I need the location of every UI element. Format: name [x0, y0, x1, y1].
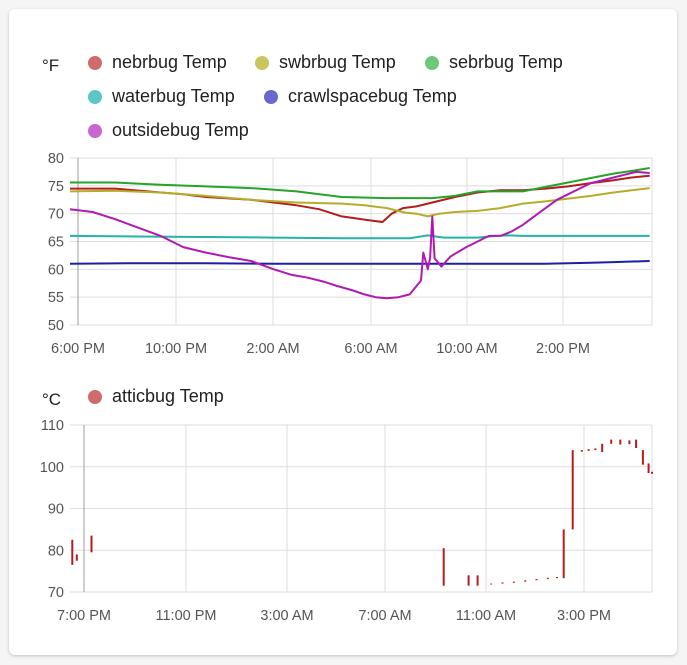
x-tick-label: 10:00 PM	[145, 341, 207, 357]
y-tick-label: 50	[48, 318, 64, 334]
series-line-swbrbug	[69, 187, 650, 218]
y-tick-label: 75	[48, 179, 64, 195]
series-line-waterbug	[69, 234, 650, 240]
legend-label-nebrbug: nebrbug Temp	[112, 52, 227, 72]
y-tick-label: 90	[48, 502, 64, 518]
legend-sebrbug[interactable]: sebrbug Temp	[425, 52, 563, 73]
y-tick-label: 80	[48, 151, 64, 167]
legend-label-swbrbug: swbrbug Temp	[279, 52, 396, 72]
series-line-outsidebug	[69, 170, 650, 300]
legend-label-outsidebug: outsidebug Temp	[112, 120, 249, 140]
legend-dot-swbrbug	[255, 55, 269, 70]
legend-swbrbug[interactable]: swbrbug Temp	[255, 52, 396, 73]
y-tick-label: 100	[40, 460, 64, 476]
legend-atticbug[interactable]: atticbug Temp	[88, 386, 224, 407]
x-tick-label: 6:00 PM	[51, 341, 105, 357]
legend-dot-waterbug	[88, 89, 102, 104]
top-chart-unit-label: °F	[42, 56, 60, 75]
x-tick-label: 3:00 AM	[260, 608, 313, 624]
x-tick-label: 7:00 PM	[57, 608, 111, 624]
y-tick-label: 80	[48, 543, 64, 559]
x-tick-label: 3:00 PM	[557, 608, 611, 624]
x-tick-label: 6:00 AM	[344, 341, 397, 357]
series-line-sebrbug	[70, 167, 650, 200]
history-card	[9, 9, 677, 655]
legend-dot-crawlspacebug	[264, 89, 278, 104]
x-tick-label: 11:00 AM	[456, 608, 516, 624]
legend-label-waterbug: waterbug Temp	[112, 86, 235, 106]
legend-outsidebug[interactable]: outsidebug Temp	[88, 120, 249, 141]
y-tick-label: 70	[48, 207, 64, 223]
bottom-chart-unit-label: °C	[42, 390, 62, 409]
y-tick-label: 110	[41, 418, 64, 434]
y-tick-label: 55	[48, 290, 64, 306]
legend-dot-atticbug	[88, 389, 102, 404]
x-tick-label: 2:00 PM	[536, 341, 590, 357]
series-line-crawlspacebug	[69, 260, 650, 265]
legend-crawlspacebug[interactable]: crawlspacebug Temp	[264, 86, 457, 107]
legend-dot-outsidebug	[88, 123, 102, 138]
y-tick-label: 60	[48, 262, 64, 278]
y-tick-label: 65	[48, 235, 64, 251]
legend-label-sebrbug: sebrbug Temp	[449, 52, 563, 72]
x-tick-label: 10:00 AM	[436, 341, 497, 357]
legend-nebrbug[interactable]: nebrbug Temp	[88, 52, 227, 73]
x-tick-label: 11:00 PM	[156, 608, 217, 624]
legend-label-atticbug: atticbug Temp	[112, 386, 224, 406]
x-tick-label: 2:00 AM	[246, 341, 299, 357]
legend-dot-sebrbug	[425, 55, 439, 70]
x-tick-label: 7:00 AM	[358, 608, 411, 624]
legend-waterbug[interactable]: waterbug Temp	[88, 86, 235, 107]
legend-dot-nebrbug	[88, 55, 102, 70]
y-tick-label: 70	[48, 585, 64, 601]
legend-label-crawlspacebug: crawlspacebug Temp	[288, 86, 457, 106]
series-line-nebrbug	[70, 174, 650, 223]
